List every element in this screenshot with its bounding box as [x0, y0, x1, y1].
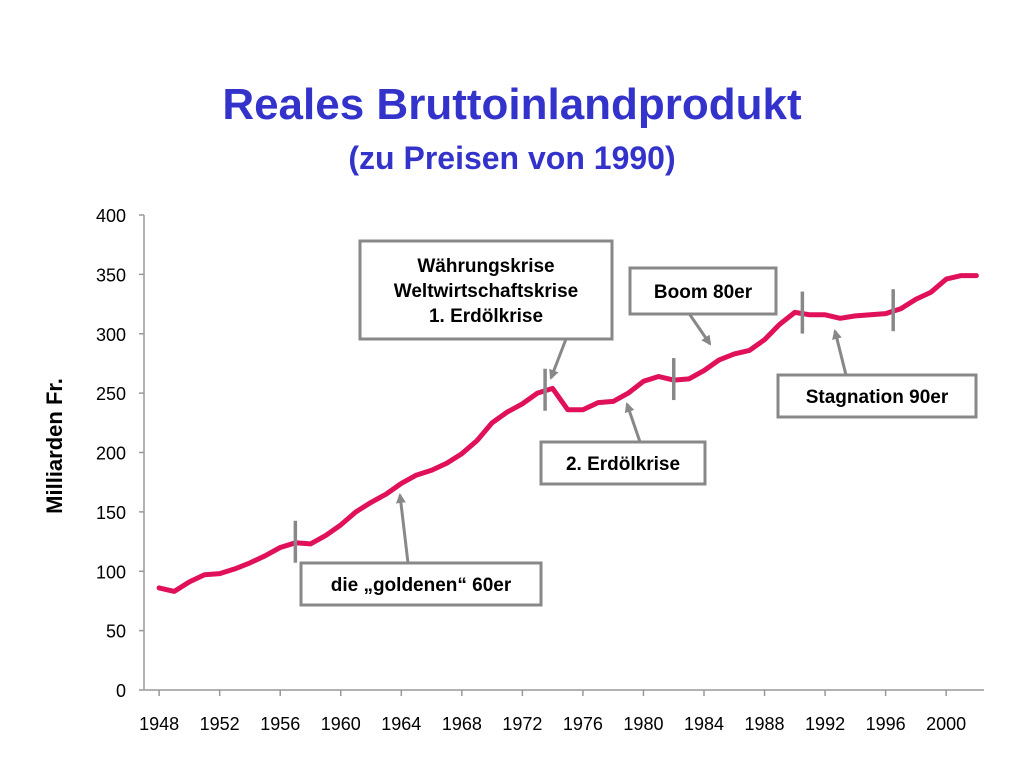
annotation-text: die „goldenen“ 60er	[331, 575, 512, 596]
annotation-text: Boom 80er	[654, 282, 753, 303]
annotation-arrow	[686, 311, 712, 346]
y-tick-label: 400	[96, 206, 126, 226]
y-tick-label: 200	[96, 444, 126, 464]
chart-title: Reales Bruttoinlandprodukt	[222, 80, 802, 129]
x-tick-label: 1968	[442, 714, 482, 734]
annotation-text: Stagnation 90er	[806, 387, 949, 408]
annotation-goldene60er: die „goldenen“ 60er	[299, 493, 543, 607]
y-tick-label: 250	[96, 384, 126, 404]
x-tick-label: 2000	[926, 714, 966, 734]
x-tick-label: 1956	[260, 714, 300, 734]
y-tick-label: 0	[116, 681, 126, 701]
annotation-arrow	[395, 493, 410, 564]
annotation-arrow	[549, 338, 568, 380]
annotation-text: 1. Erdölkrise	[429, 306, 543, 327]
annotation-box	[776, 373, 978, 419]
x-tick-label: 1960	[321, 714, 361, 734]
y-axis-label: Milliarden Fr.	[42, 378, 67, 514]
annotation-boom80er: Boom 80er	[628, 266, 778, 346]
annotation-text: 2. Erdölkrise	[566, 454, 680, 475]
y-tick-label: 150	[96, 503, 126, 523]
x-tick-label: 1984	[684, 714, 724, 734]
y-tick-label: 350	[96, 265, 126, 285]
y-tick-label: 300	[96, 325, 126, 345]
period-markers	[293, 289, 895, 563]
x-tick-label: 1972	[502, 714, 542, 734]
x-tick-label: 1980	[623, 714, 663, 734]
x-tick-label: 1992	[805, 714, 845, 734]
axes	[139, 214, 984, 696]
annotations: Währungskrise Weltwirtschaftskrise 1. Erdö…	[299, 239, 978, 607]
x-tick-label: 1952	[200, 714, 240, 734]
chart-subtitle: (zu Preisen von 1990)	[348, 140, 676, 176]
annotation-waehrungskrise: Währungskrise Weltwirtschaftskrise 1. Erdö…	[358, 239, 614, 380]
annotation-text: Weltwirtschaftskrise	[394, 281, 578, 302]
annotation-stagnation90er: Stagnation 90er	[776, 329, 978, 419]
annotation-box	[358, 239, 614, 341]
y-tick-label: 100	[96, 562, 126, 582]
annotation-text: Währungskrise	[417, 256, 554, 277]
annotation-box	[539, 440, 707, 486]
x-tick-label: 1988	[745, 714, 785, 734]
x-tick-label: 1996	[866, 714, 906, 734]
annotation-arrow	[832, 329, 848, 376]
y-tick-label: 50	[106, 622, 126, 642]
x-tick-label: 1948	[139, 714, 179, 734]
x-tick-label: 1976	[563, 714, 603, 734]
tick-labels: 0 50 100 150 200 250 300 350 400 1948 1952 1956 1960…	[96, 206, 966, 734]
x-tick-label: 1964	[381, 714, 421, 734]
annotation-erdoelkrise2: 2. Erdölkrise	[539, 402, 707, 486]
annotation-arrow	[624, 402, 642, 443]
annotation-box	[299, 561, 543, 607]
annotation-box	[628, 266, 778, 316]
